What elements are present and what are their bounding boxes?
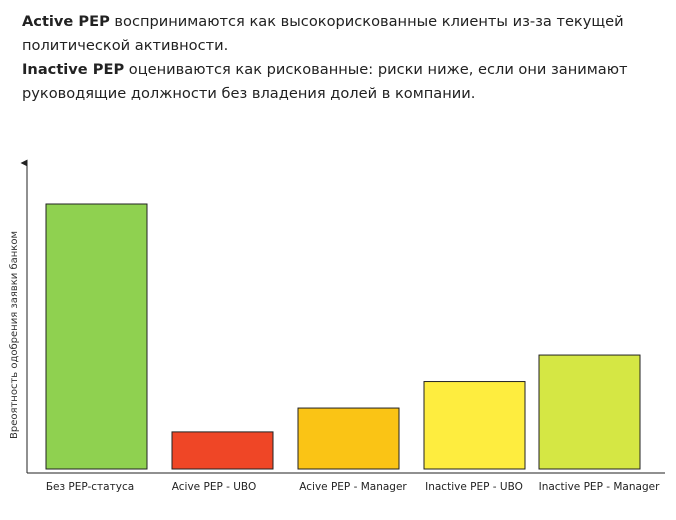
bar-4 (423, 381, 526, 470)
inactive-pep-description: оцениваются как рискованные: риски ниже,… (22, 61, 628, 102)
category-label-5: Inactive PEP - Manager (539, 481, 660, 493)
bar-5 (538, 354, 641, 470)
intro-paragraph-inactive: Inactive PEP оцениваются как рискованные… (22, 58, 667, 106)
category-label-3: Acive PEP - Manager (299, 481, 407, 493)
intro-text: Active PEP воспринимаются как высокориск… (22, 10, 667, 106)
active-pep-term: Active PEP (22, 13, 110, 30)
category-label-2: Acive PEP - UBO (172, 481, 256, 493)
bar-3 (297, 407, 400, 470)
bar-1 (45, 203, 148, 470)
category-label-1: Без PEP-статуса (46, 481, 134, 493)
active-pep-description: воспринимаются как высокорискованные кли… (22, 13, 624, 54)
bar-2 (171, 431, 274, 470)
category-label-4: Inactive PEP - UBO (425, 481, 523, 493)
category-labels-group: Без PEP-статуса Acive PEP - UBO Acive PEP … (46, 481, 660, 493)
bars-group (45, 203, 641, 470)
inactive-pep-term: Inactive PEP (22, 61, 125, 78)
intro-paragraph-active: Active PEP воспринимаются как высокориск… (22, 10, 667, 58)
y-axis-label: Вреоятность одобрения заявки банком (9, 231, 20, 439)
